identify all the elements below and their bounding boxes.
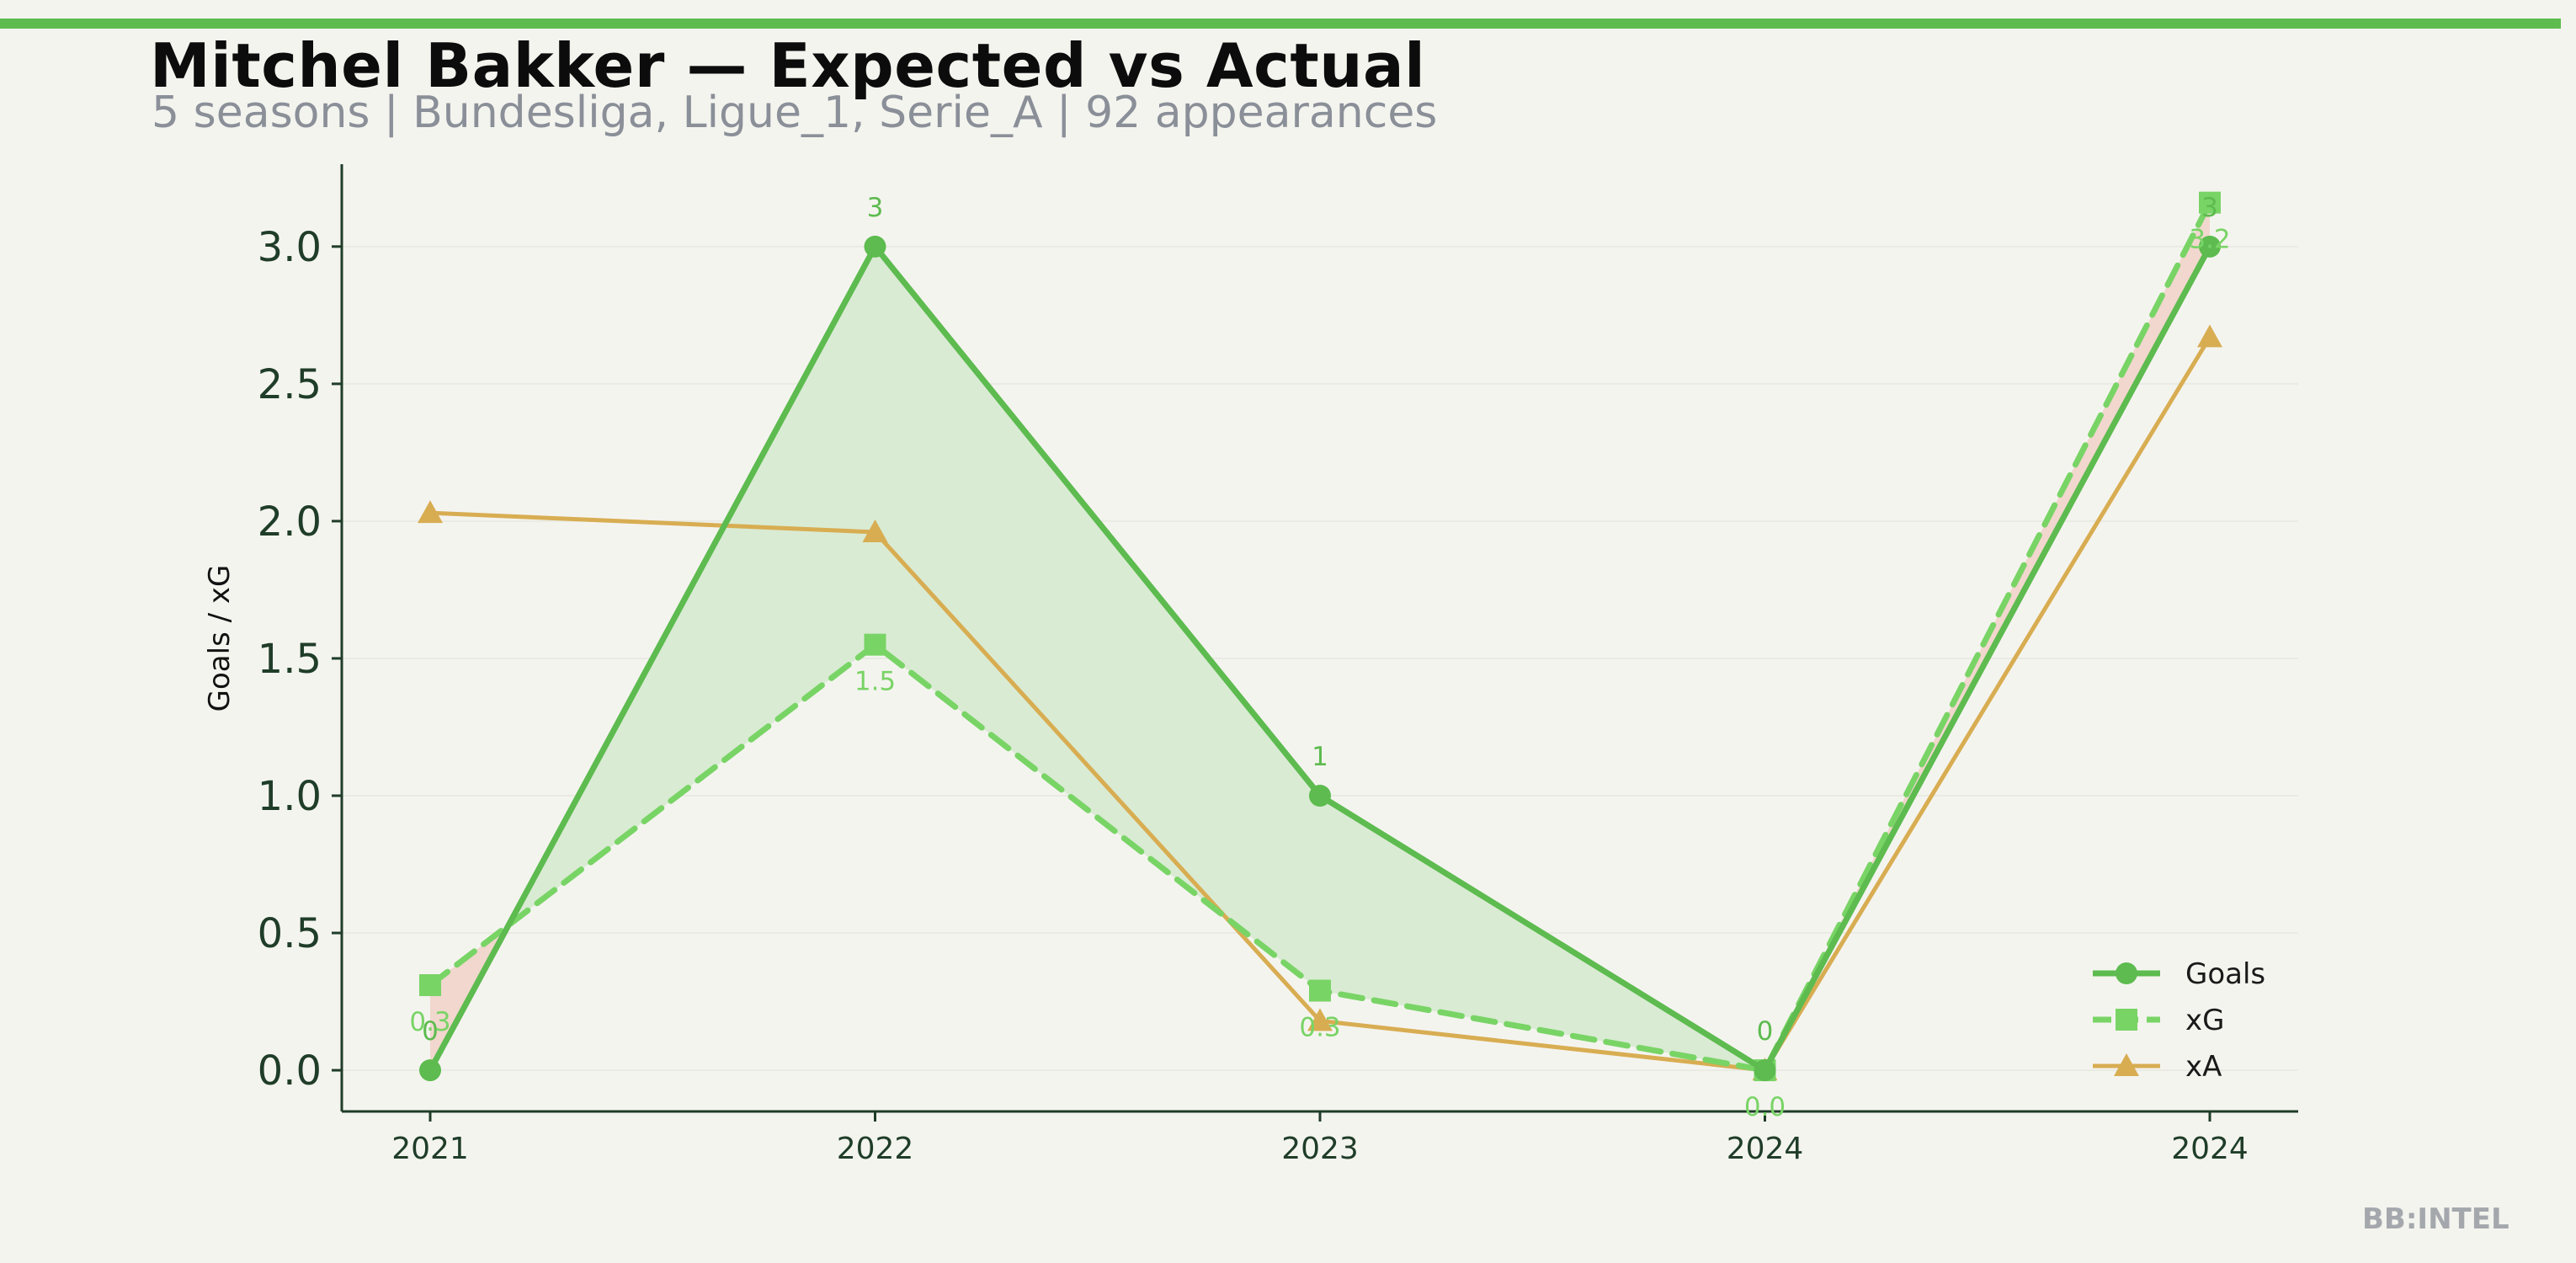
legend-marker <box>2116 962 2137 984</box>
data-label-xg: 0.3 <box>409 1007 450 1037</box>
point-xg <box>864 633 886 656</box>
data-label-goals: 0 <box>422 1016 439 1047</box>
point-goals <box>419 1059 441 1082</box>
x-tick-label: 2021 <box>391 1132 469 1166</box>
legend-marker <box>2114 1053 2139 1076</box>
data-label-goals: 3 <box>867 193 884 223</box>
point-xa <box>862 519 888 542</box>
y-tick-label: 1.0 <box>258 773 322 820</box>
legend-label-xg: xG <box>2185 1004 2224 1037</box>
brand-logo: BB:INTEL <box>2362 1202 2509 1236</box>
legend-marker <box>2116 1009 2137 1031</box>
point-xa <box>418 500 443 524</box>
x-tick-label: 2024 <box>2171 1132 2249 1166</box>
label-layer: 0 3 1 0 3 0.3 1.5 0.3 0.0 3.2 <box>409 193 2230 1122</box>
point-goals <box>2199 235 2221 258</box>
data-label-goals: 3 <box>2201 193 2218 223</box>
point-xg <box>1309 979 1331 1002</box>
accent-bar <box>0 19 2561 29</box>
point-xg <box>419 974 441 996</box>
data-label-goals: 0 <box>1757 1016 1774 1047</box>
axis-layer: 0.0 0.5 1.0 1.5 2.0 2.5 3.0 2021 2022 2023 2024 202… <box>203 164 2298 1166</box>
point-goals <box>1309 785 1331 807</box>
data-label-xg: 1.5 <box>854 667 896 697</box>
performance-fill <box>875 246 1320 991</box>
data-label-xg: 0.0 <box>1744 1092 1786 1122</box>
series-layer <box>418 191 2222 1082</box>
point-goals <box>1754 1059 1776 1082</box>
x-tick-label: 2022 <box>837 1132 914 1166</box>
point-xa <box>1307 1008 1333 1031</box>
point-xg <box>2199 191 2221 214</box>
data-label-xg: 3.2 <box>2189 225 2230 255</box>
y-tick-label: 3.0 <box>258 224 322 271</box>
point-goals <box>864 235 886 258</box>
y-tick-label: 0.0 <box>258 1047 322 1095</box>
legend: Goals xG xA <box>2093 957 2265 1084</box>
data-label-xg: 0.3 <box>1299 1013 1340 1043</box>
y-tick-label: 0.5 <box>258 910 322 957</box>
fill-layer <box>430 202 2210 1071</box>
chart-subtitle: 5 seasons | Bundesliga, Ligue_1, Serie_A… <box>152 88 1438 138</box>
legend-label-xa: xA <box>2185 1050 2222 1084</box>
data-label-goals: 1 <box>1312 742 1328 772</box>
y-tick-label: 1.5 <box>258 636 322 683</box>
x-tick-label: 2024 <box>1727 1132 1804 1166</box>
y-tick-label: 2.5 <box>258 361 322 408</box>
y-tick-label: 2.0 <box>258 498 322 546</box>
x-tick-label: 2023 <box>1281 1132 1359 1166</box>
chart-title: Mitchel Bakker — Expected vs Actual <box>150 30 1426 101</box>
point-xa <box>2197 324 2222 348</box>
legend-label-goals: Goals <box>2185 957 2265 991</box>
y-axis-label: Goals / xG <box>203 565 237 712</box>
